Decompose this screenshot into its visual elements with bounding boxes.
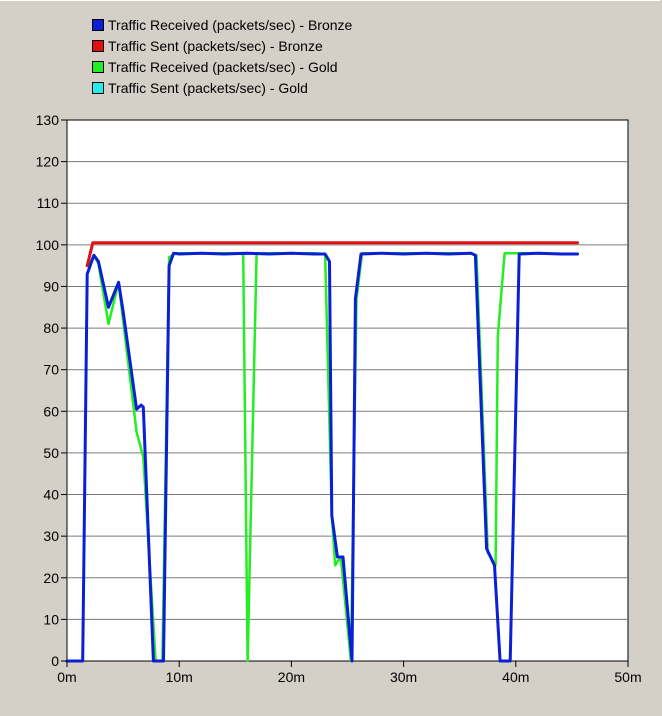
y-tick-label: 110 (37, 195, 60, 211)
y-tick-label: 90 (43, 278, 59, 294)
grid-lines (67, 161, 628, 620)
y-tick-label: 20 (43, 570, 59, 586)
y-tick-label: 50 (43, 445, 59, 461)
y-tick-label: 10 (43, 611, 59, 627)
y-tick-label: 80 (43, 320, 59, 336)
legend-label: Traffic Received (packets/sec) - Bronze (108, 17, 353, 33)
axes: 0 10 20 30 40 50 60 70 80 90 100 110 120 130 0m 10m 20m 3… (36, 112, 642, 685)
legend: Traffic Received (packets/sec) - Bronze T… (92, 17, 353, 96)
y-tick-label: 0 (51, 653, 59, 669)
legend-swatch (92, 82, 104, 94)
legend-label: Traffic Sent (packets/sec) - Gold (108, 80, 308, 96)
y-tick-label: 120 (36, 154, 60, 170)
y-tick-label: 30 (43, 528, 59, 544)
x-tick-label: 0m (57, 669, 76, 685)
series-group (65, 241, 579, 663)
legend-label: Traffic Received (packets/sec) - Gold (108, 59, 338, 75)
x-tick-label: 50m (614, 669, 641, 685)
legend-label: Traffic Sent (packets/sec) - Bronze (108, 38, 323, 54)
legend-swatch (92, 40, 104, 52)
y-tick-label: 60 (43, 403, 59, 419)
y-tick-label: 40 (43, 487, 59, 503)
plot-area (66, 119, 629, 662)
y-tick-label: 100 (36, 237, 60, 253)
x-tick-label: 40m (502, 669, 529, 685)
x-tick-label: 10m (166, 669, 193, 685)
legend-swatch (92, 61, 104, 73)
y-tick-label: 130 (36, 112, 60, 128)
y-tick-label: 70 (43, 362, 59, 378)
series-line-0 (65, 251, 579, 663)
legend-swatch (92, 19, 104, 31)
x-tick-label: 20m (278, 669, 305, 685)
series-line-1 (85, 241, 579, 268)
x-tick-label: 30m (390, 669, 417, 685)
